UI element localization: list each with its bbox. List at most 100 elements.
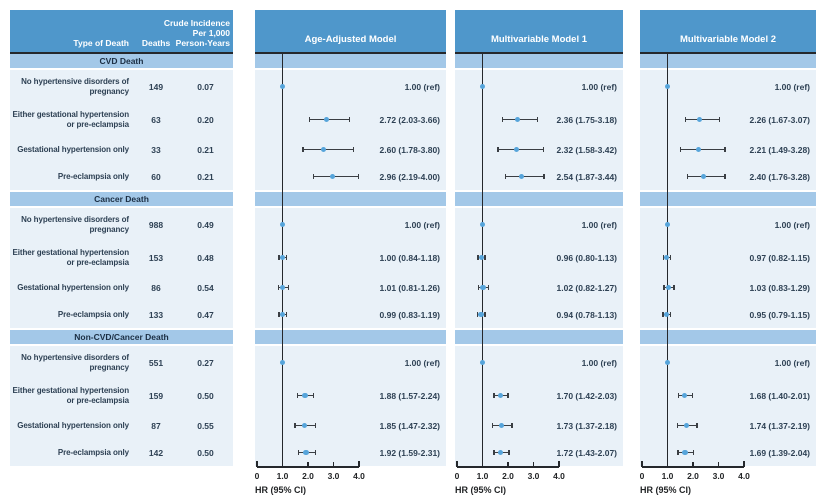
forest-row: 1.00 (ref) <box>255 346 446 379</box>
ci-cap-low <box>493 449 495 456</box>
ci-label: 2.40 (1.76-3.28) <box>749 171 810 182</box>
panel-section: 1.00 (ref) 0.96 (0.80-1.13) 1.02 (0.82-1.2… <box>455 192 623 328</box>
section-band-blank <box>255 330 446 344</box>
ci-cap-high <box>285 254 288 261</box>
panel-multivariable-model-2: Multivariable Model 2 1.00 (ref) 2.26 (1.… <box>640 10 816 502</box>
crude-incidence-line-3: Person-Years <box>175 38 230 48</box>
ci-cap-high <box>542 146 545 153</box>
ci-whisker <box>302 148 354 151</box>
panel-rows: 1.00 (ref) 1.68 (1.40-2.01) 1.74 (1.37-2.1… <box>640 346 816 466</box>
ci-cap-low <box>663 284 665 291</box>
panel-section: 1.00 (ref) 1.70 (1.42-2.03) 1.73 (1.37-2.1… <box>455 330 623 466</box>
hr-dot <box>301 422 307 429</box>
panel-rows: 1.00 (ref) 0.97 (0.82-1.15) 1.03 (0.83-1.2… <box>640 208 816 328</box>
ci-cap-high <box>536 116 539 123</box>
panel-title: Multivariable Model 2 <box>640 10 816 54</box>
panel-rows: 1.00 (ref) 2.36 (1.75-3.18) 2.32 (1.58-3.4… <box>455 70 623 190</box>
panel-rows: 1.00 (ref) 2.26 (1.67-3.07) 2.21 (1.49-3.2… <box>640 70 816 190</box>
axis-tick <box>332 461 335 467</box>
incidence-value: 0.49 <box>197 219 214 230</box>
axis-tick-label: 0 <box>454 471 460 481</box>
forest-row: 1.02 (0.82-1.27) <box>455 274 623 301</box>
row-label: Gestational hypertension only <box>17 282 129 292</box>
ci-cap-high <box>669 311 672 318</box>
ci-label: 1.72 (1.43-2.07) <box>556 447 617 458</box>
forest-row: 2.40 (1.76-3.28) <box>640 163 816 190</box>
section-band-blank <box>455 54 623 68</box>
deaths-value: 551 <box>148 357 164 368</box>
deaths-value: 63 <box>151 114 161 125</box>
panel-rows: 1.00 (ref) 0.96 (0.80-1.13) 1.02 (0.82-1.2… <box>455 208 623 328</box>
deaths-value: 142 <box>148 447 164 458</box>
ci-cap-low <box>684 116 686 123</box>
axis-tick-label: 4.0 <box>738 471 750 481</box>
deaths-value: 87 <box>151 420 161 431</box>
ci-label: 1.01 (0.81-1.26) <box>379 282 440 293</box>
deaths-value: 149 <box>148 81 164 92</box>
hr-dot <box>519 173 525 180</box>
deaths-value: 60 <box>151 171 161 182</box>
panel-section: 1.00 (ref) 1.00 (0.84-1.18) 1.01 (0.81-1.2… <box>255 192 446 328</box>
ci-cap-low <box>477 284 480 291</box>
ci-label: 1.88 (1.57-2.24) <box>379 390 440 401</box>
axis-tick <box>717 461 720 467</box>
ci-cap-high <box>692 449 694 456</box>
hr-dot <box>478 254 485 261</box>
ci-cap-low <box>679 146 682 153</box>
forest-row: 1.88 (1.57-2.24) <box>255 379 446 412</box>
panel-rows: 1.00 (ref) 1.88 (1.57-2.24) 1.85 (1.47-2.3… <box>255 346 446 466</box>
ci-cap-low <box>278 254 280 261</box>
hr-dot <box>302 392 308 399</box>
ci-label: 1.00 (ref) <box>581 219 617 230</box>
panel-plot-area: 1.00 (ref) 2.26 (1.67-3.07) 2.21 (1.49-3.2… <box>640 54 816 466</box>
section-band-blank <box>255 192 446 206</box>
forest-row: 1.68 (1.40-2.01) <box>640 379 816 412</box>
incidence-value: 0.20 <box>197 114 214 125</box>
hr-dot <box>279 311 285 318</box>
hr-dot <box>303 449 309 456</box>
axis-tick <box>256 460 258 467</box>
panel-section: 1.00 (ref) 1.68 (1.40-2.01) 1.74 (1.37-2.1… <box>640 330 816 466</box>
ci-whisker <box>679 148 726 151</box>
ci-label: 1.00 (ref) <box>774 219 810 230</box>
ci-cap-high <box>348 116 351 123</box>
ci-cap-low <box>504 173 507 180</box>
hr-dot <box>329 173 336 180</box>
incidence-value: 0.47 <box>197 309 214 320</box>
ci-label: 2.96 (2.19-4.00) <box>379 171 440 182</box>
hr-dot <box>323 116 329 123</box>
ci-whisker <box>501 118 539 121</box>
ci-whisker <box>497 148 545 151</box>
ci-label: 0.95 (0.79-1.15) <box>749 309 810 320</box>
section-band-title: CVD Death <box>10 54 233 68</box>
forest-row: 1.00 (ref) <box>455 70 623 103</box>
ci-cap-low <box>493 392 495 399</box>
ci-label: 1.03 (0.83-1.29) <box>749 282 810 293</box>
axis-tick-label: 3.0 <box>327 471 340 481</box>
reference-line <box>481 54 484 466</box>
ci-label: 2.32 (1.58-3.42) <box>556 144 617 155</box>
ci-label: 1.92 (1.59-2.31) <box>379 447 440 458</box>
axis-tick <box>641 460 643 467</box>
ci-whisker <box>308 118 351 121</box>
hr-dot <box>664 221 671 228</box>
ci-label: 2.26 (1.67-3.07) <box>749 114 810 125</box>
ci-cap-high <box>287 284 290 291</box>
hr-dot <box>280 284 286 291</box>
forest-row: 2.72 (2.03-3.66) <box>255 103 446 136</box>
panel-plot-area: 1.00 (ref) 2.72 (2.03-3.66) 2.60 (1.78-3.8… <box>255 54 446 466</box>
ci-cap-high <box>696 422 698 429</box>
hr-dot <box>497 392 503 399</box>
ci-cap-high <box>285 311 288 318</box>
ci-whisker <box>686 175 726 178</box>
table-body: CVD Death No hypertensive disorders of pr… <box>10 54 233 466</box>
ci-label: 1.70 (1.42-2.03) <box>556 390 617 401</box>
ci-cap-low <box>662 311 664 318</box>
forest-row: 1.01 (0.81-1.26) <box>255 274 446 301</box>
column-header-deaths: Deaths <box>141 38 171 48</box>
axis-tick-label: 3.0 <box>712 471 725 481</box>
panel-rows: 1.00 (ref) 1.00 (0.84-1.18) 1.01 (0.81-1.2… <box>255 208 446 328</box>
hr-dot <box>695 146 701 153</box>
ci-cap-high <box>312 392 315 399</box>
